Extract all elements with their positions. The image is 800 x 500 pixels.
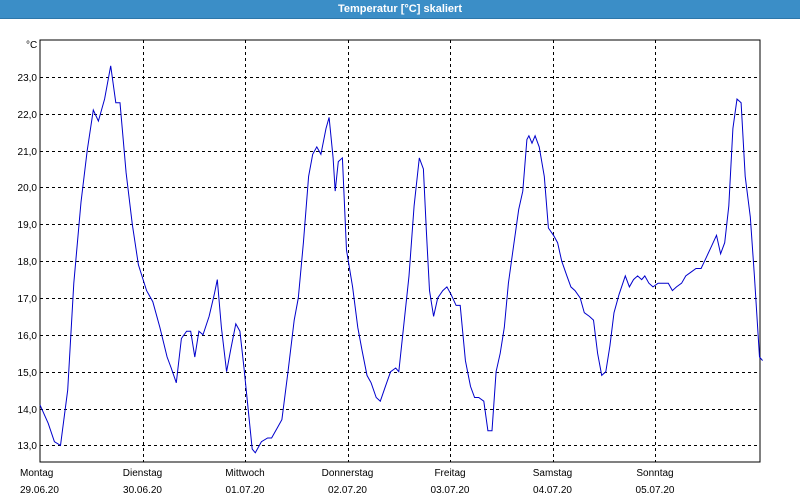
y-tick-label: 16,0: [18, 331, 38, 342]
x-tick-day: Dienstag: [123, 468, 162, 479]
y-tick-label: 21,0: [18, 147, 38, 158]
x-tick-date: 29.06.20: [20, 485, 59, 496]
x-tick-date: 05.07.20: [636, 485, 675, 496]
y-tick-label: 19,0: [18, 220, 38, 231]
x-tick-day: Donnerstag: [322, 468, 374, 479]
x-tick-date: 01.07.20: [226, 485, 265, 496]
y-tick-label: 23,0: [18, 73, 38, 84]
x-tick-day: Samstag: [533, 468, 572, 479]
x-tick-day: Mittwoch: [225, 468, 264, 479]
grid-lines: [40, 40, 760, 462]
y-tick-label: 20,0: [18, 183, 38, 194]
chart-title: Temperatur [°C] skaliert: [337, 3, 462, 15]
x-tick-labels: Montag 29.06.20 Dienstag 30.06.20 Mittwoch 01…: [20, 468, 675, 496]
x-tick-day: Sonntag: [636, 468, 673, 479]
y-tick-label: 13,0: [18, 441, 38, 452]
y-axis-unit-label: °C: [26, 40, 37, 51]
x-tick-day: Montag: [20, 468, 53, 479]
y-tick-labels: 13,0 14,0 15,0 16,0 17,0 18,0 19,0 20,0 21,0 22,0…: [18, 73, 38, 452]
x-tick-date: 02.07.20: [328, 485, 367, 496]
x-tick-date: 30.06.20: [123, 485, 162, 496]
x-tick-day: Freitag: [434, 468, 465, 479]
y-tick-label: 15,0: [18, 368, 38, 379]
plot-frame: [39, 39, 761, 463]
x-tick-date: 04.07.20: [533, 485, 572, 496]
chart-title-bar: Temperatur [°C] skaliert: [0, 0, 800, 19]
y-tick-label: 14,0: [18, 405, 38, 416]
y-tick-label: 18,0: [18, 257, 38, 268]
x-tick-date: 03.07.20: [431, 485, 470, 496]
y-tick-label: 17,0: [18, 294, 38, 305]
temperature-series-line: [39, 65, 763, 454]
y-tick-label: 22,0: [18, 110, 38, 121]
